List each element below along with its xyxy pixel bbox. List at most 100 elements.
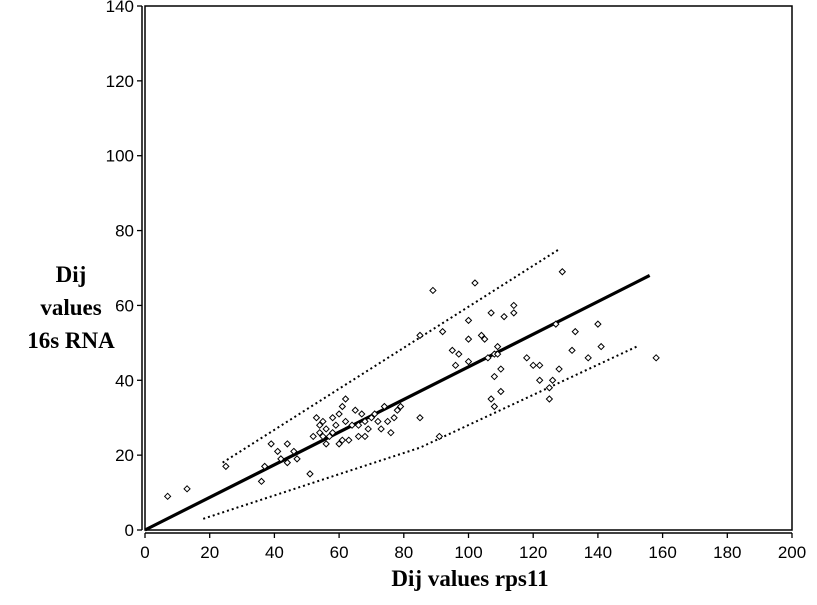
data-point — [500, 312, 508, 321]
data-point — [510, 309, 518, 317]
data-point — [163, 492, 172, 501]
data-point — [358, 410, 366, 418]
data-point — [322, 440, 330, 448]
data-point — [315, 428, 324, 437]
y-tick-label: 60 — [115, 296, 134, 315]
data-point — [594, 320, 602, 328]
lower-bound-line — [202, 345, 638, 520]
x-tick-label: 160 — [648, 543, 676, 562]
data-point — [354, 432, 363, 441]
data-point — [338, 402, 347, 411]
data-point — [471, 279, 479, 287]
data-point — [477, 331, 486, 340]
data-point — [325, 432, 334, 441]
x-tick-label: 200 — [778, 543, 806, 562]
x-tick-label: 0 — [140, 543, 149, 562]
upper-bound-line — [222, 248, 560, 464]
data-point — [552, 320, 560, 328]
data-point — [328, 428, 337, 437]
data-point — [416, 331, 424, 340]
x-tick-label: 60 — [330, 543, 349, 562]
data-point — [487, 309, 495, 317]
x-tick-label: 40 — [265, 543, 284, 562]
data-points — [163, 268, 660, 501]
data-point — [257, 477, 266, 486]
data-point — [571, 327, 579, 336]
data-point — [222, 462, 230, 471]
y-tick-label: 120 — [106, 72, 134, 91]
data-point — [293, 455, 301, 463]
data-point — [390, 414, 398, 422]
data-point — [348, 421, 356, 429]
data-point — [568, 346, 576, 355]
data-point — [328, 414, 337, 422]
data-point — [558, 268, 567, 276]
data-point — [283, 440, 292, 448]
data-point — [490, 402, 499, 411]
data-point — [354, 421, 363, 429]
data-point — [367, 414, 376, 422]
data-point — [455, 350, 463, 358]
plot-area — [144, 5, 793, 531]
data-point — [416, 414, 424, 422]
data-point — [341, 395, 350, 403]
data-point — [497, 387, 505, 396]
data-point — [283, 458, 292, 467]
data-point — [335, 410, 343, 418]
data-point — [438, 327, 447, 336]
data-point — [361, 432, 369, 441]
data-point — [490, 372, 499, 381]
data-point — [510, 301, 518, 310]
data-point — [497, 365, 505, 373]
data-point — [377, 425, 385, 433]
data-point — [322, 425, 330, 433]
data-point — [312, 414, 321, 422]
y-tick-label: 100 — [106, 147, 134, 166]
data-point — [273, 447, 282, 456]
data-point — [396, 402, 405, 411]
y-tick-label: 40 — [115, 371, 134, 390]
data-point — [451, 361, 460, 370]
x-tick-label: 140 — [584, 543, 612, 562]
x-tick-label: 180 — [713, 543, 741, 562]
data-point — [464, 357, 473, 366]
data-point — [480, 335, 489, 343]
data-point — [319, 417, 327, 426]
x-axis-label: Dij values rps11 — [391, 566, 549, 591]
data-point — [448, 346, 457, 355]
data-point — [335, 440, 343, 448]
x-tick-label: 100 — [454, 543, 482, 562]
data-point — [523, 354, 531, 362]
data-point — [380, 402, 389, 411]
data-point — [487, 395, 495, 403]
data-point — [435, 432, 444, 441]
data-point — [345, 436, 353, 444]
data-point — [464, 316, 473, 325]
data-point — [429, 286, 437, 295]
data-point — [306, 470, 314, 478]
y-axis-label-line-2: values — [40, 295, 102, 320]
y-axis-label-line-3: 16s RNA — [27, 328, 115, 353]
fit-lines — [144, 248, 651, 532]
data-point — [493, 342, 502, 351]
regression-line — [144, 274, 651, 532]
data-point — [332, 421, 340, 429]
data-point — [338, 436, 347, 444]
data-point — [260, 462, 269, 471]
data-point — [351, 406, 359, 414]
data-point — [545, 395, 554, 403]
data-point — [319, 432, 327, 441]
data-point — [484, 354, 492, 362]
data-point — [290, 447, 298, 456]
data-point — [383, 417, 392, 426]
data-point — [393, 406, 402, 414]
data-point — [464, 335, 473, 343]
data-point — [584, 354, 592, 362]
data-point — [493, 350, 502, 358]
data-point — [535, 376, 544, 384]
y-tick-label: 140 — [106, 0, 134, 16]
x-axis: 0 20 40 60 80 100 120 140 160 180 200 — [140, 532, 806, 562]
x-tick-label: 80 — [394, 543, 413, 562]
data-point — [652, 354, 660, 362]
